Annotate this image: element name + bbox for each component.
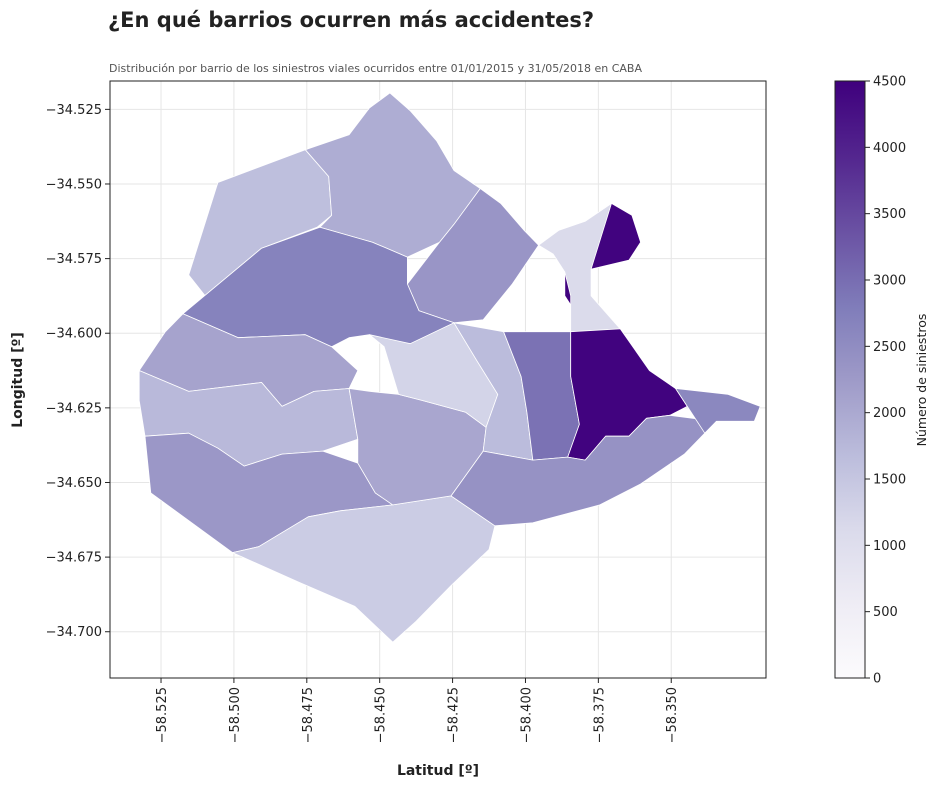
y-tick-label: −34.600: [46, 327, 102, 342]
y-tick-label: −34.700: [46, 625, 102, 640]
y-tick-label: −34.575: [46, 252, 102, 267]
x-tick-label: −58.375: [592, 687, 607, 743]
x-tick-label: −58.350: [665, 687, 680, 743]
colorbar-tick-label: 3500: [873, 207, 906, 222]
colorbar-tick-label: 0: [873, 672, 881, 687]
y-tick-label: −34.550: [46, 177, 102, 192]
colorbar-tick-label: 4500: [873, 75, 906, 90]
y-tick-label: −34.525: [46, 103, 102, 118]
map-region: [538, 202, 621, 333]
colorbar-tick-label: 3000: [873, 274, 906, 289]
map-regions: [138, 92, 761, 643]
chart-subtitle: Distribución por barrio de los siniestro…: [109, 62, 642, 75]
colorbar-tick-label: 2500: [873, 340, 906, 355]
map-region: [232, 495, 496, 643]
colorbar-tick-label: 4000: [873, 141, 906, 156]
chart-title: ¿En qué barrios ocurren más accidentes?: [108, 8, 595, 32]
colorbar-tick-label: 500: [873, 605, 898, 620]
map-region: [450, 414, 717, 527]
y-tick-label: −34.675: [46, 551, 102, 566]
colorbar-tick-label: 2000: [873, 406, 906, 421]
x-tick-label: −58.425: [447, 687, 462, 743]
colorbar: [834, 80, 866, 679]
y-axis-label: Longitud [º]: [10, 332, 26, 428]
x-tick-label: −58.525: [155, 687, 170, 743]
map-region: [675, 388, 761, 434]
x-tick-label: −58.475: [301, 687, 316, 743]
x-tick-label: −58.450: [374, 687, 389, 743]
x-ticks: −58.525 −58.500 −58.475 −58.450 −58.425 −58.4…: [155, 678, 680, 743]
y-ticks: −34.525 −34.550 −34.575 −34.600 −34.625 −34.6…: [46, 103, 110, 640]
colorbar-label: Número de siniestros: [914, 314, 929, 447]
colorbar-ticks: 0 500 1000 1500 2000 2500 3000 3500 4000 4500: [865, 75, 906, 687]
x-axis-label: Latitud [º]: [397, 763, 479, 779]
x-tick-label: −58.500: [228, 687, 243, 743]
plot-frame: [109, 80, 767, 679]
y-tick-label: −34.650: [46, 476, 102, 491]
y-tick-label: −34.625: [46, 401, 102, 416]
colorbar-tick-label: 1000: [873, 539, 906, 554]
x-tick-label: −58.400: [519, 687, 534, 743]
colorbar-tick-label: 1500: [873, 473, 906, 488]
